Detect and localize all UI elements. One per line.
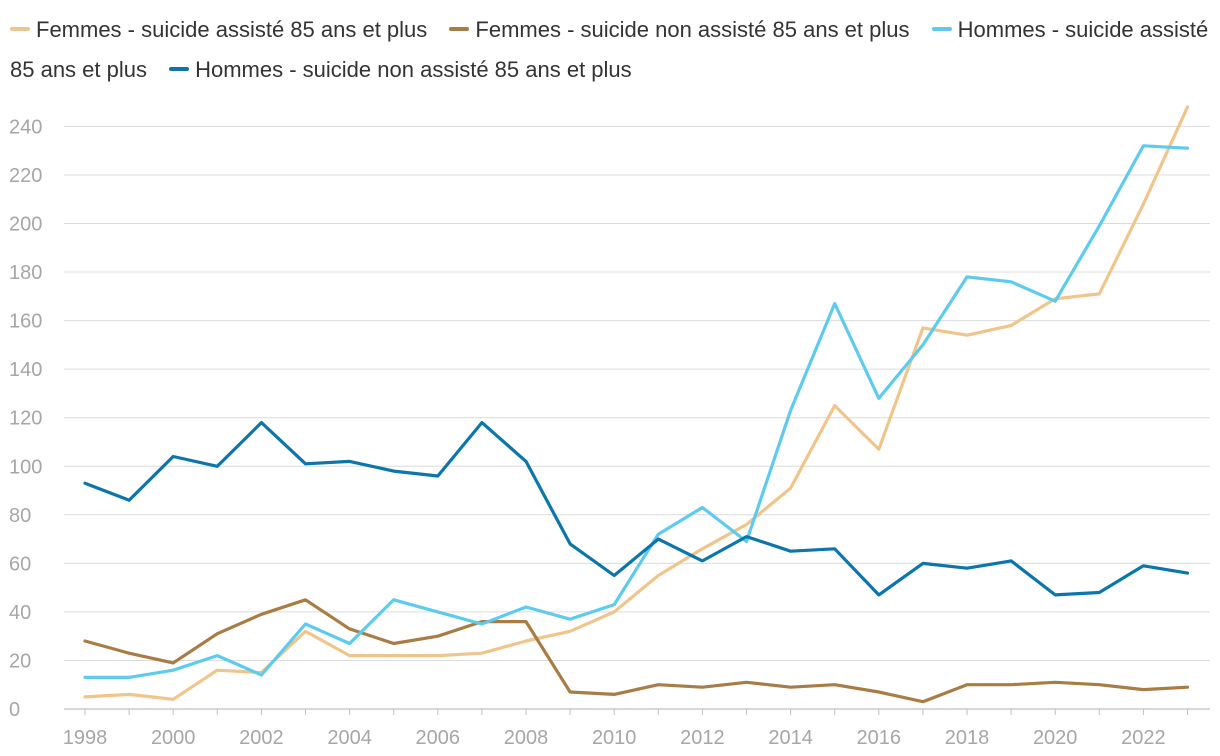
x-tick-label: 2016: [857, 727, 902, 749]
series-lines: [83, 105, 1190, 704]
y-tick-label: 100: [9, 456, 42, 478]
x-tick-label: 2002: [239, 727, 284, 749]
y-tick-label: 200: [9, 214, 42, 236]
y-tick-label: 120: [9, 408, 42, 430]
y-tick-label: 0: [9, 699, 20, 721]
legend-label: Hommes - suicide assisté 85 ans et plus: [10, 17, 1209, 82]
y-tick-label: 220: [9, 165, 42, 187]
legend-item-femmes-non-assiste: Femmes - suicide non assisté 85 ans et p…: [449, 17, 910, 42]
y-tick-label: 20: [9, 650, 31, 672]
legend-label: Femmes - suicide assisté 85 ans et plus: [36, 17, 428, 42]
x-tick-label: 2010: [592, 727, 637, 749]
x-tick-label: 2006: [416, 727, 461, 749]
x-tick-label: 2012: [680, 727, 725, 749]
legend-item-femmes-assiste: Femmes - suicide assisté 85 ans et plus: [10, 17, 427, 42]
y-tick-label: 80: [9, 505, 31, 527]
series-line-4: [83, 421, 1190, 597]
y-tick-label: 140: [9, 359, 42, 381]
x-tick-label: 2000: [151, 727, 196, 749]
legend-swatch: [10, 27, 30, 32]
x-tick-label: 2022: [1121, 727, 1166, 749]
gridlines: 0 20 40 60 80 100 120 140 160 180 200 220 240: [9, 116, 1210, 721]
series-line-1: [83, 105, 1190, 701]
legend-item-hommes-non-assiste: Hommes - suicide non assisté 85 ans et p…: [169, 57, 632, 82]
y-tick-label: 160: [9, 311, 42, 333]
legend-label: Hommes - suicide non assisté 85 ans et p…: [195, 57, 632, 82]
chart-legend: Femmes - suicide assisté 85 ans et plus …: [10, 10, 1210, 90]
y-tick-label: 40: [9, 602, 31, 624]
y-tick-label: 240: [9, 116, 42, 138]
series-line-3: [83, 144, 1190, 680]
series-line-2: [83, 598, 1190, 704]
x-tick-label: 2020: [1033, 727, 1078, 749]
x-axis: 1998 2000 2002 2004 2006 2008 2010 2012 2014 2016…: [63, 708, 1210, 749]
legend-item-hommes-assiste: Hommes - suicide assisté 85 ans et plus: [10, 17, 1208, 82]
y-tick-label: 60: [9, 553, 31, 575]
y-tick-label: 180: [9, 262, 42, 284]
legend-swatch: [449, 27, 470, 32]
x-tick-label: 2018: [945, 727, 990, 749]
x-tick-label: 2014: [768, 727, 813, 749]
x-tick-label: 1998: [63, 727, 108, 749]
x-tick-label: 2008: [504, 727, 549, 749]
legend-swatch: [931, 27, 952, 32]
legend-label: Femmes - suicide non assisté 85 ans et p…: [475, 17, 910, 42]
legend-swatch: [169, 67, 190, 72]
x-tick-label: 2004: [327, 727, 372, 749]
